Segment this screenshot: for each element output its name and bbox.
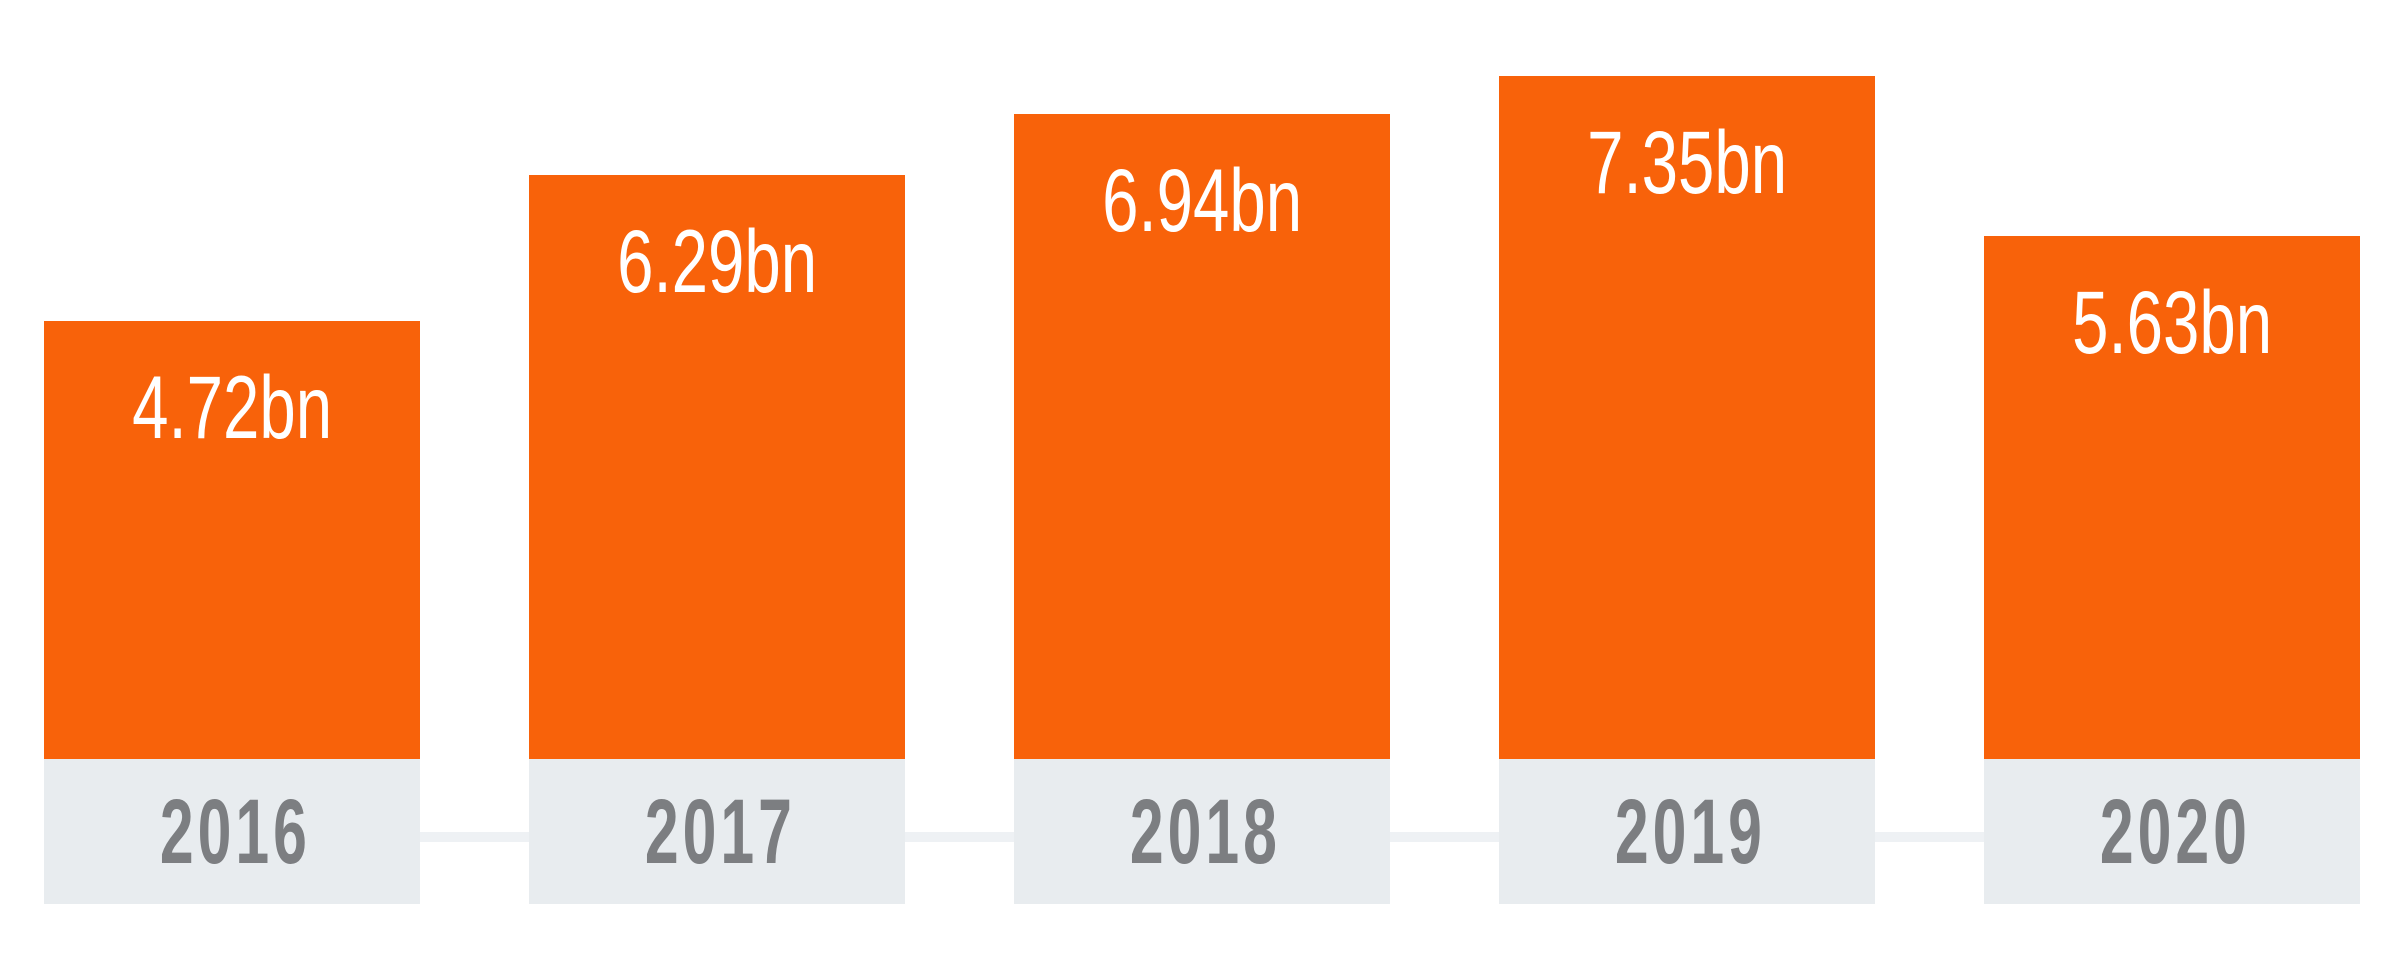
bar-group-2017: 6.29bn 2017 (529, 175, 905, 904)
year-band-2018: 2018 (1014, 759, 1390, 904)
bar-group-2019: 7.35bn 2019 (1499, 76, 1875, 904)
bar-2020: 5.63bn (1984, 236, 2360, 759)
bar-value-label: 6.29bn (616, 211, 818, 311)
bar-2019: 7.35bn (1499, 76, 1875, 759)
bar-group-2018: 6.94bn 2018 (1014, 114, 1390, 904)
bar-value-label: 6.94bn (1101, 150, 1303, 250)
bar-value-label: 7.35bn (1586, 112, 1788, 212)
year-band-2020: 2020 (1984, 759, 2360, 904)
bar-value-label: 4.72bn (131, 357, 333, 457)
year-label: 2018 (1129, 780, 1281, 883)
bar-2016: 4.72bn (44, 321, 420, 759)
year-band-2019: 2019 (1499, 759, 1875, 904)
bar-2017: 6.29bn (529, 175, 905, 759)
year-label: 2016 (159, 780, 311, 883)
year-label: 2020 (2099, 780, 2251, 883)
bar-group-2016: 4.72bn 2016 (44, 321, 420, 904)
bar-2018: 6.94bn (1014, 114, 1390, 759)
bar-group-2020: 5.63bn 2020 (1984, 236, 2360, 904)
bar-value-label: 5.63bn (2071, 272, 2273, 372)
year-label: 2019 (1614, 780, 1766, 883)
year-band-2016: 2016 (44, 759, 420, 904)
year-band-2017: 2017 (529, 759, 905, 904)
year-label: 2017 (644, 780, 796, 883)
